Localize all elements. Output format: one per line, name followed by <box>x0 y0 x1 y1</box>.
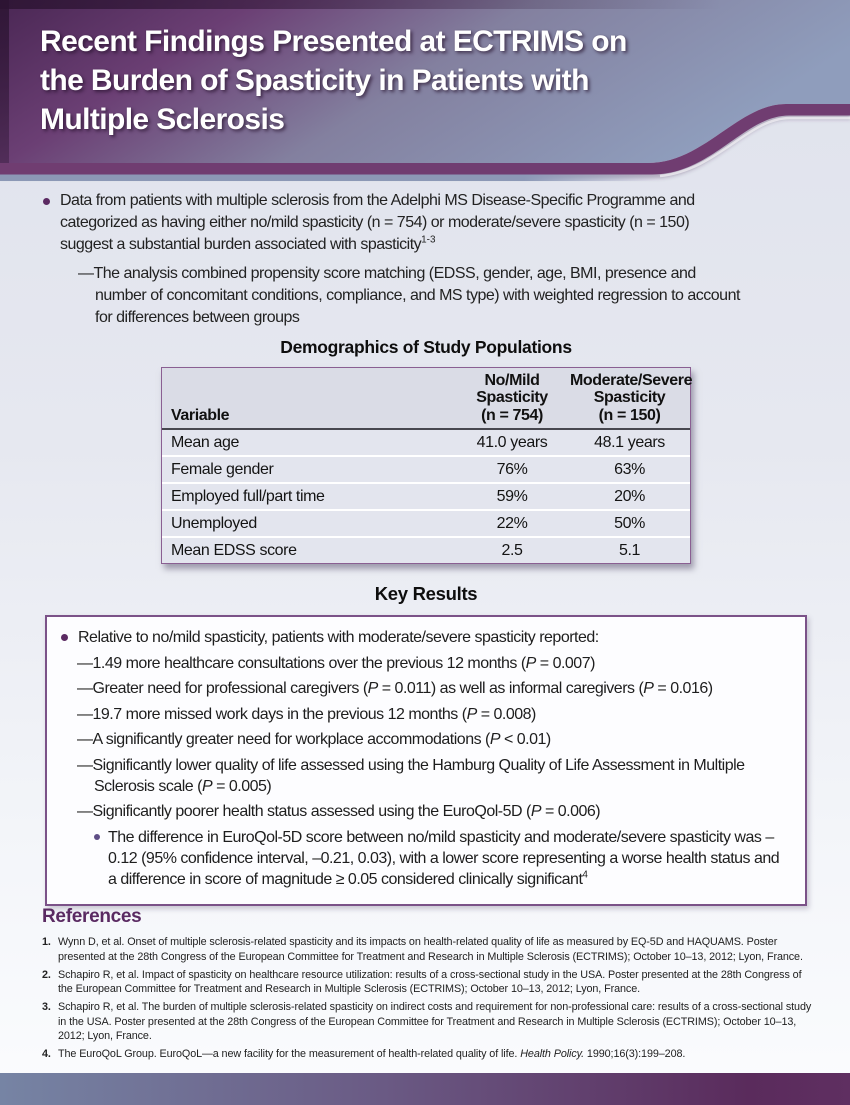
row-value: 41.0 years <box>476 433 548 451</box>
row-value: 50% <box>614 514 645 532</box>
key-result-sub-bullet-text: The difference in EuroQol-5D score betwe… <box>108 828 780 888</box>
table-row: Mean age 41.0 years 48.1 years <box>162 430 690 455</box>
key-result-item: —A significantly greater need for workpl… <box>77 731 551 748</box>
intro-line: suggest a substantial burden associated … <box>60 234 436 253</box>
reference-item: 4. The EuroQoL Group. EuroQoL—a new faci… <box>42 1047 814 1062</box>
intro-subitem: —The analysis combined propensity score … <box>78 263 832 329</box>
key-result-item: —Significantly lower quality of life ass… <box>77 756 745 795</box>
page-title-line: the Burden of Spasticity in Patients wit… <box>40 64 589 97</box>
reference-item: 3. Schapiro R, et al. The burden of mult… <box>42 1000 814 1044</box>
column-header-moderate-severe: Moderate/Severe Spasticity (n = 150) <box>570 371 693 429</box>
key-result-sub-bullet: The difference in EuroQol-5D score betwe… <box>94 827 791 890</box>
intro-subitem-line: number of concomitant conditions, compli… <box>95 287 740 304</box>
table-row: Female gender 76% 63% <box>162 455 690 482</box>
bullet-icon <box>94 833 100 840</box>
row-value: 2.5 <box>501 541 523 559</box>
intro-subitem-line: —The analysis combined propensity score … <box>78 265 696 282</box>
row-label: Female gender <box>171 460 274 478</box>
row-label: Employed full/part time <box>171 487 325 505</box>
reference-number: 3. <box>42 1001 51 1013</box>
intro-bullet-item: Data from patients with multiple scleros… <box>42 190 832 256</box>
row-value: 63% <box>614 460 645 478</box>
intro-bullet-text: Data from patients with multiple scleros… <box>60 190 695 256</box>
intro-line: Data from patients with multiple scleros… <box>60 192 695 209</box>
column-header-line: Moderate/Severe <box>570 371 693 389</box>
reference-text: Wynn D, et al. Onset of multiple scleros… <box>58 936 803 963</box>
page-title-line: Recent Findings Presented at ECTRIMS on <box>40 25 627 58</box>
references-section: References 1. Wynn D, et al. Onset of mu… <box>42 905 814 1065</box>
footer-bar <box>0 1073 850 1105</box>
key-result-item: —Greater need for professional caregiver… <box>77 680 713 697</box>
intro-subitem-line: for differences between groups <box>95 309 300 326</box>
bullet-icon <box>61 634 68 641</box>
references-heading: References <box>42 906 142 927</box>
reference-text: Schapiro R, et al. Impact of spasticity … <box>58 968 802 996</box>
row-label: Unemployed <box>171 514 257 532</box>
reference-number: 2. <box>42 968 51 981</box>
table-row: Mean EDSS score 2.5 5.1 <box>162 536 690 563</box>
key-results-intro-text: Relative to no/mild spasticity, patients… <box>78 629 599 646</box>
reference-item: 2. Schapiro R, et al. Impact of spastici… <box>42 968 814 997</box>
page-header: Recent Findings Presented at ECTRIMS on … <box>0 0 850 185</box>
key-results-intro: Relative to no/mild spasticity, patients… <box>60 627 791 648</box>
row-value: 48.1 years <box>594 433 665 451</box>
row-value: 5.1 <box>618 541 641 559</box>
row-value: 76% <box>496 460 528 478</box>
row-value: 22% <box>496 514 528 532</box>
key-result-item: —Significantly poorer health status asse… <box>77 803 601 820</box>
row-label: Mean age <box>171 433 239 451</box>
table-row: Unemployed 22% 50% <box>162 509 690 536</box>
row-label: Mean EDSS score <box>171 541 297 559</box>
reference-item: 1. Wynn D, et al. Onset of multiple scle… <box>42 935 814 964</box>
column-header-line: (n = 150) <box>598 406 661 424</box>
intro-line: categorized as having either no/mild spa… <box>60 214 690 231</box>
reference-text: The EuroQoL Group. EuroQoL—a new facilit… <box>58 1048 686 1060</box>
row-value: 59% <box>496 487 528 505</box>
column-header-line: Spasticity <box>476 389 548 406</box>
table-row: Employed full/part time 59% 20% <box>162 482 690 509</box>
key-results-section: Key Results Relative to no/mild spastici… <box>45 583 807 906</box>
demographics-section: Demographics of Study Populations Variab… <box>161 337 693 564</box>
page-title: Recent Findings Presented at ECTRIMS on … <box>40 22 627 139</box>
demographics-table: Variable No/Mild Spasticity (n = 754) Mo… <box>161 367 693 564</box>
reference-number: 1. <box>42 936 51 948</box>
column-header-variable: Variable <box>171 406 230 424</box>
key-result-item: —1.49 more healthcare consultations over… <box>77 654 595 672</box>
bullet-icon <box>43 198 50 205</box>
reference-number: 4. <box>42 1048 51 1060</box>
key-results-box: Relative to no/mild spasticity, patients… <box>45 615 807 906</box>
table-header-row: Variable No/Mild Spasticity (n = 754) Mo… <box>162 368 693 430</box>
key-results-heading: Key Results <box>374 583 478 604</box>
header-swoosh-graphic <box>0 0 850 181</box>
intro-section: Data from patients with multiple scleros… <box>42 190 832 329</box>
table-title: Demographics of Study Populations <box>280 337 572 357</box>
column-header-line: (n = 754) <box>481 406 543 424</box>
key-result-item: —19.7 more missed work days in the previ… <box>77 705 536 723</box>
row-value: 20% <box>614 487 645 505</box>
column-header-no-mild: No/Mild Spasticity (n = 754) <box>454 372 570 429</box>
page-title-line: Multiple Sclerosis <box>40 103 285 136</box>
reference-text: Schapiro R, et al. The burden of multipl… <box>58 1001 812 1042</box>
column-header-line: Spasticity <box>593 389 666 406</box>
column-header-line: No/Mild <box>484 371 540 389</box>
